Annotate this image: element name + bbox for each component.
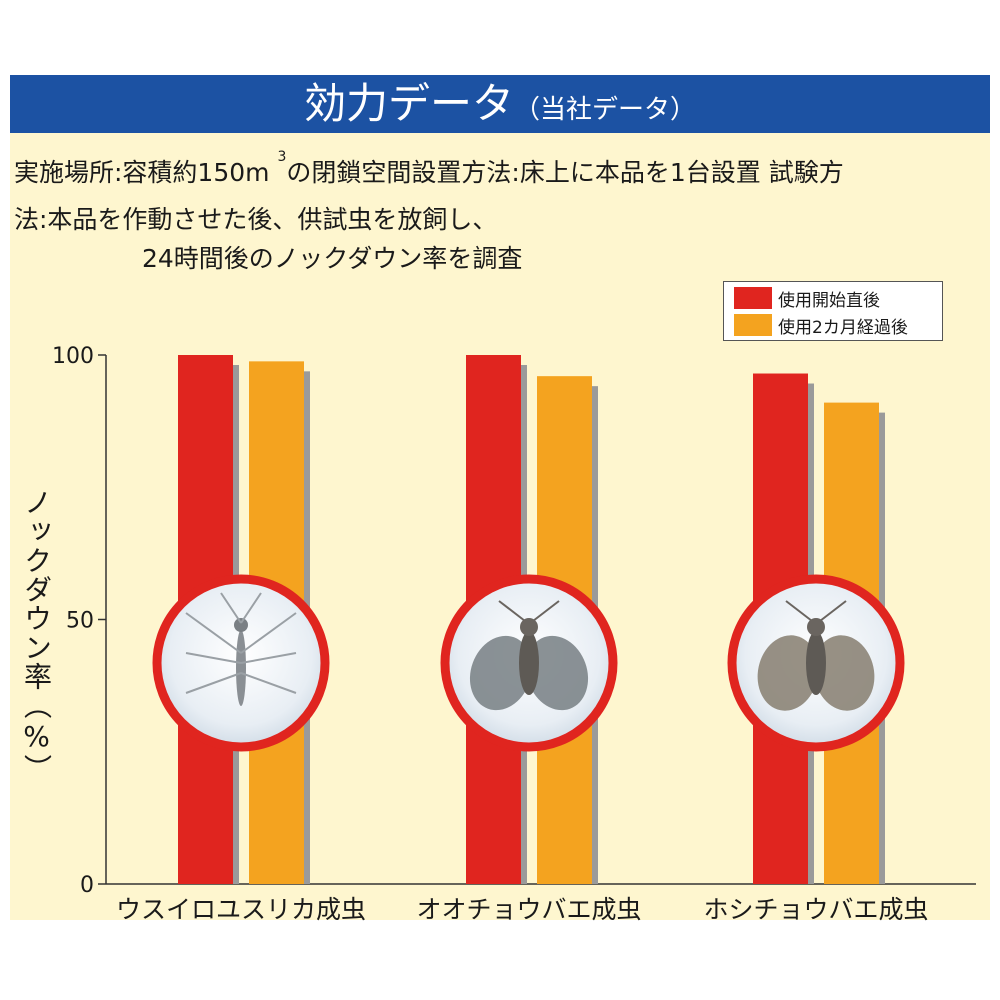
insect-leg	[240, 612, 297, 654]
insect-leg	[185, 652, 242, 664]
insect-wing-right	[813, 635, 875, 711]
insect-head	[520, 618, 538, 636]
legend-item-series2: 使用2カ月経過後	[734, 313, 908, 338]
legend-swatch-series1	[734, 287, 772, 309]
insect-leg	[185, 672, 242, 694]
y-tick-label: 50	[66, 609, 94, 634]
title-banner: 効力データ（当社データ）	[10, 75, 990, 133]
insect-leg	[240, 672, 297, 694]
insect-head	[234, 618, 248, 632]
insect-antenna	[220, 592, 242, 624]
insect-antenna	[532, 600, 560, 622]
insect-body	[236, 630, 246, 706]
chart-subtitle: （当社データ）	[514, 95, 697, 125]
desc-line1-pre: 実施場所:容積約150m	[14, 158, 270, 187]
test-description-line3: 24時間後のノックダウン率を調査	[142, 244, 523, 273]
mosquito-photo	[152, 574, 330, 752]
insect-wing-left	[469, 635, 533, 711]
test-description-line2: 法:本品を作動させた後、供試虫を放飼し、	[14, 205, 498, 234]
desc-line1-post: の閉鎖空間設置方法:床上に本品を1台設置 試験方	[286, 158, 844, 187]
y-axis-label: ノックダウン率（%）	[20, 488, 53, 783]
y-tick-label: 100	[52, 344, 94, 369]
legend-item-series1: 使用開始直後	[734, 286, 880, 311]
x-tick-label: ウスイロユスリカ成虫	[116, 895, 366, 924]
insect-body	[519, 631, 539, 695]
legend-swatch-series2	[734, 314, 772, 336]
legend-label-series2: 使用2カ月経過後	[778, 317, 908, 338]
insect-head	[807, 618, 825, 636]
insect-leg	[240, 652, 297, 664]
insect-antenna	[240, 592, 262, 624]
y-tick-label: 0	[80, 873, 94, 898]
insect-antenna	[498, 600, 526, 622]
desc-superscript: 3	[277, 149, 287, 165]
x-tick-label: オオチョウバエ成虫	[416, 895, 641, 924]
insect-leg	[185, 612, 242, 654]
insect-antenna	[785, 600, 813, 622]
insect-wing-right	[525, 635, 589, 711]
insect-wing-left	[757, 635, 819, 711]
legend: 使用開始直後 使用2カ月経過後	[723, 281, 943, 341]
legend-label-series1: 使用開始直後	[778, 290, 880, 311]
insect-antenna	[819, 600, 847, 622]
test-description-line1: 実施場所:容積約150m 3の閉鎖空間設置方法:床上に本品を1台設置 試験方	[14, 149, 844, 189]
moth-fly-photo	[440, 574, 618, 752]
chart-title: 効力データ	[303, 79, 514, 128]
x-tick-label: ホシチョウバエ成虫	[703, 895, 928, 924]
spotted-moth-fly-photo	[727, 574, 905, 752]
insect-body	[806, 631, 826, 695]
